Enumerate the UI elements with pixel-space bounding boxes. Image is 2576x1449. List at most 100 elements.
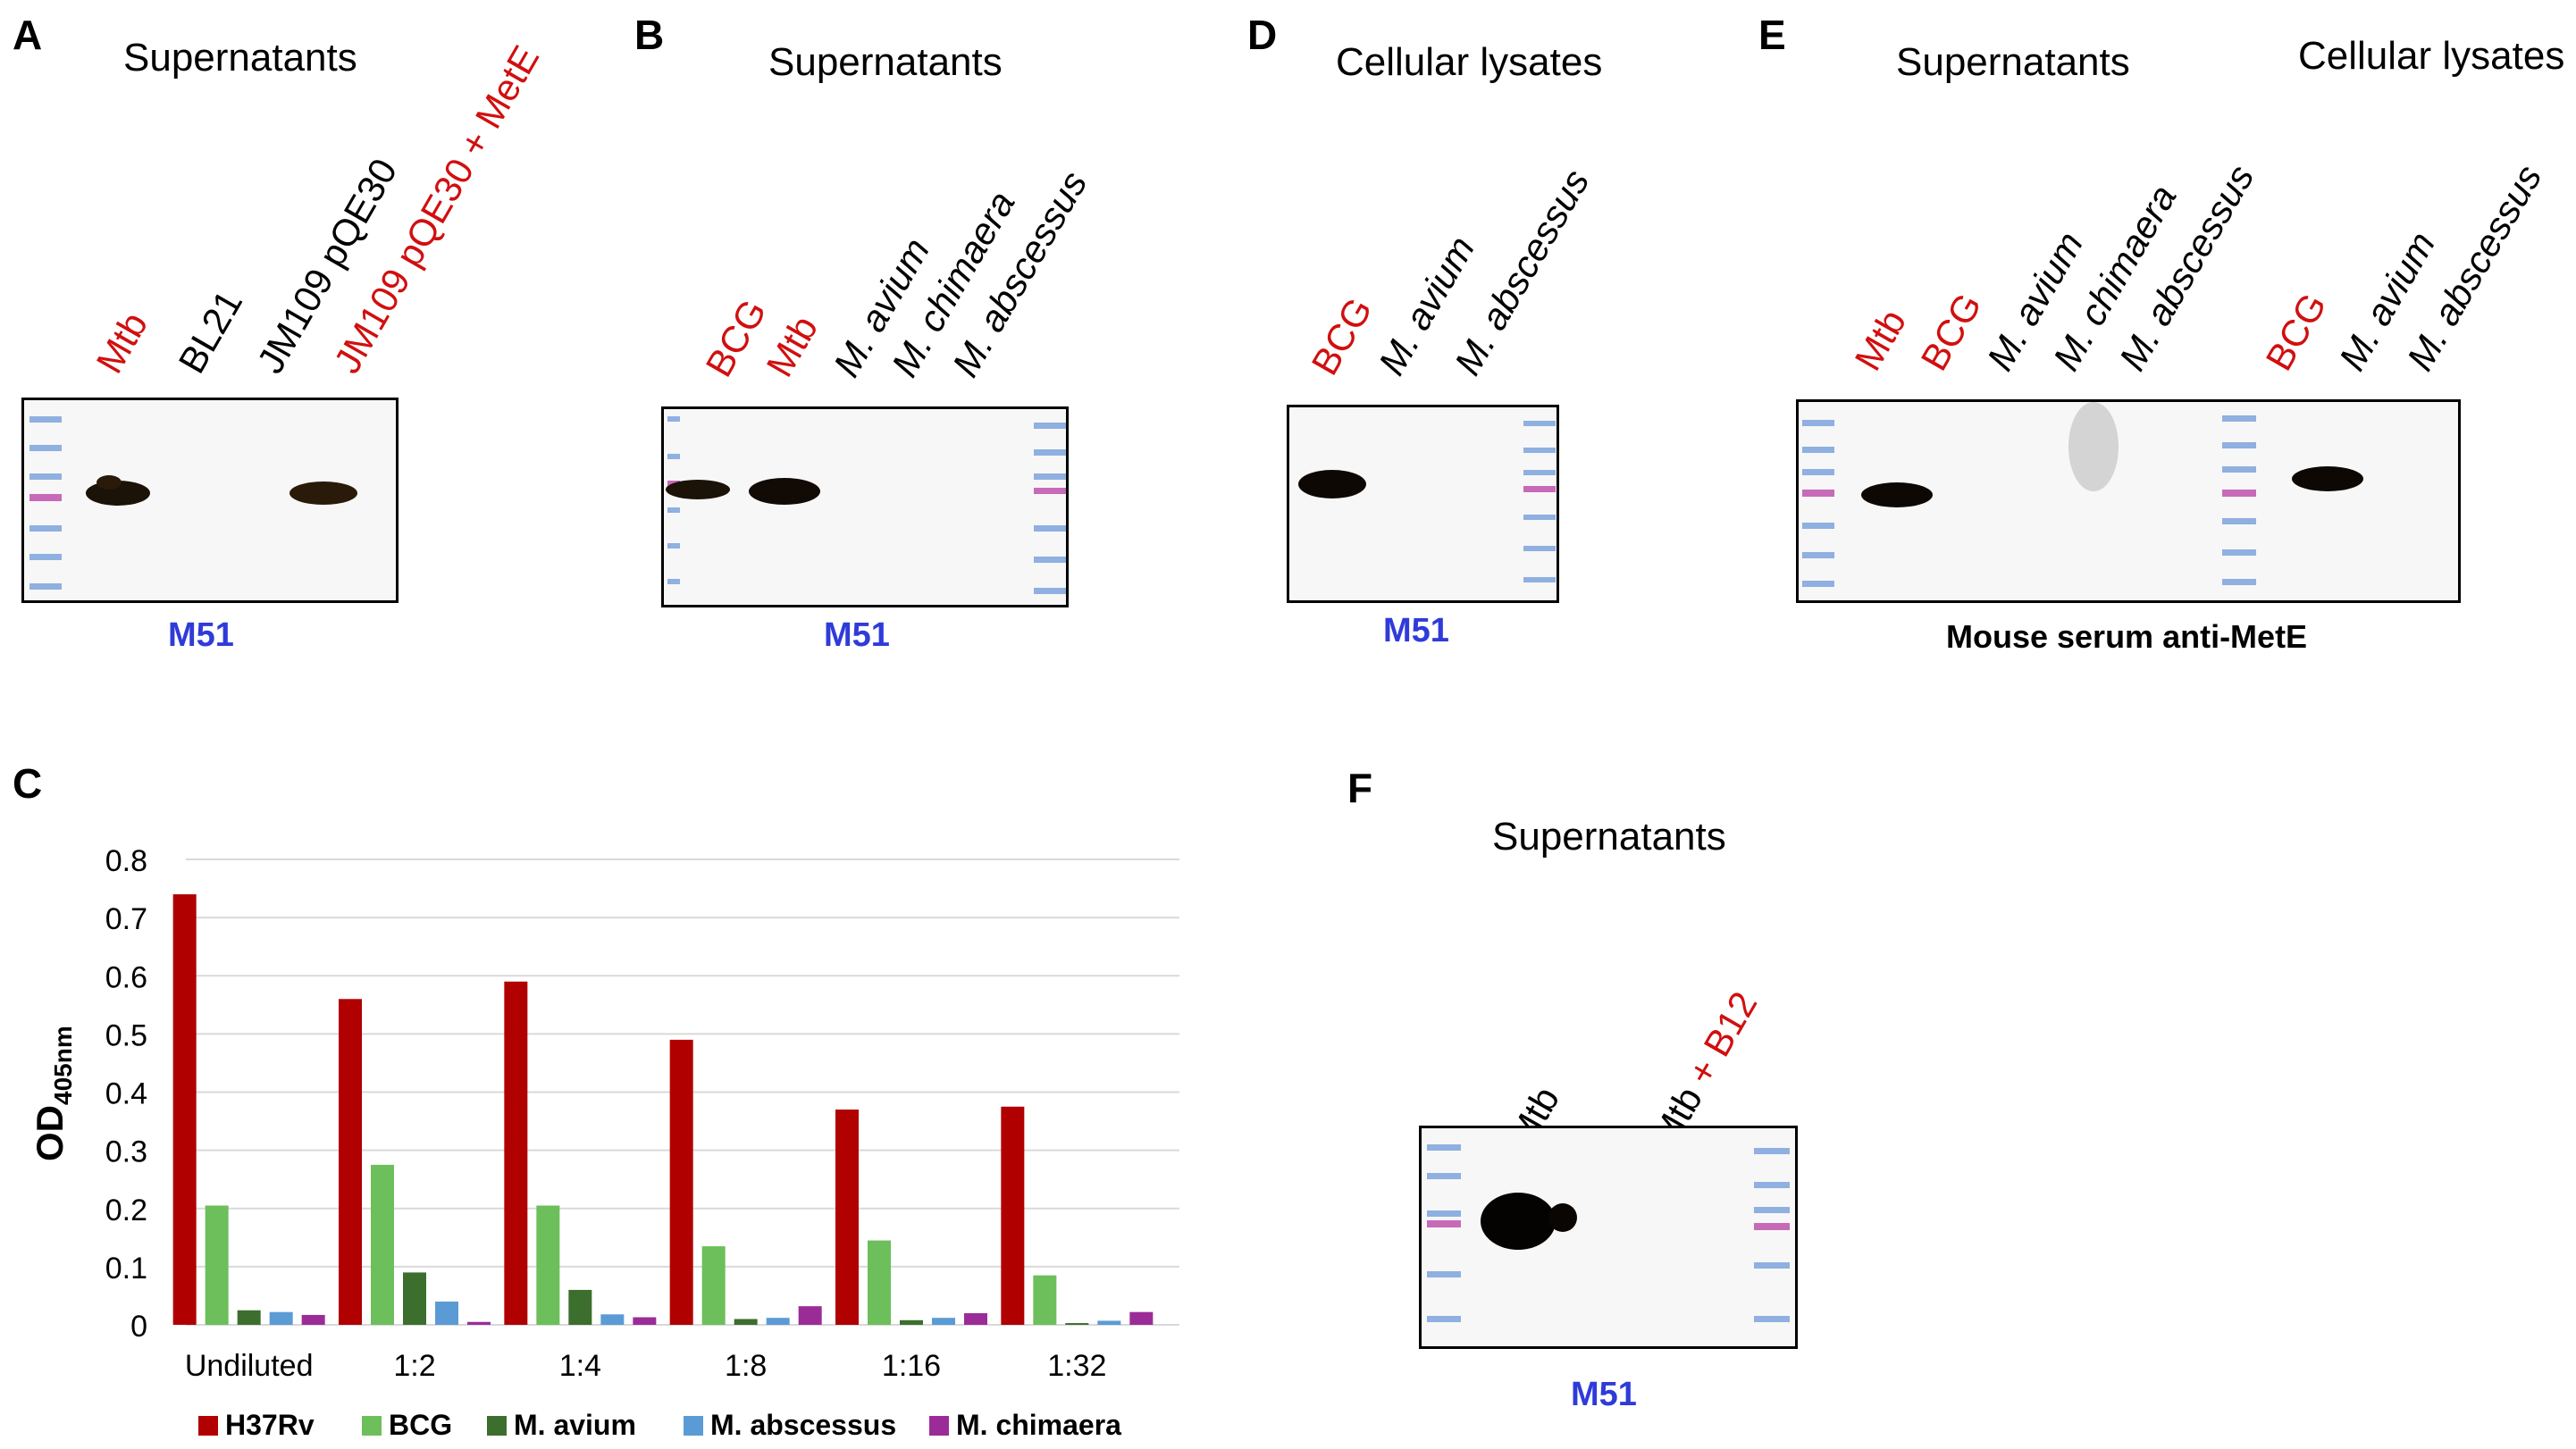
bar-m-chimaera-2 (633, 1317, 657, 1325)
band-mtb-small (1548, 1203, 1577, 1232)
bar-m-abscessus-3 (766, 1318, 790, 1325)
y-tick-label: 0.6 (105, 960, 147, 994)
lane-label-mtb: Mtb (1846, 302, 1915, 378)
od405-bar-chart: 0 0.1 0.2 0.3 0.4 0.5 0.6 0.7 0.8 OD405nm Undilute… (29, 844, 1179, 1441)
antibody-label-f: M51 (1571, 1376, 1637, 1413)
panel-label-c: C (13, 760, 43, 807)
lane-label-bcg: BCG (1303, 290, 1380, 382)
y-tick-label: 0.4 (105, 1077, 147, 1111)
band-bcg (1298, 470, 1366, 498)
western-blot-e (1796, 399, 2461, 603)
y-tick-label: 0.3 (105, 1135, 147, 1169)
legend-swatch (929, 1416, 949, 1436)
bar-m-abscessus-1 (435, 1301, 458, 1325)
y-tick-label: 0.7 (105, 902, 147, 936)
legend-entry: BCG (389, 1409, 452, 1441)
ladder-middle (2222, 415, 2256, 585)
panel-label-f: F (1347, 765, 1373, 811)
ladder-right (1523, 421, 1556, 582)
bar-m-abscessus-4 (932, 1318, 955, 1325)
bar-m-abscessus-0 (269, 1311, 293, 1325)
legend-entry: M. avium (514, 1409, 636, 1441)
western-blot-d (1287, 405, 1559, 603)
y-tick-label: 0.2 (105, 1194, 147, 1227)
y-tick-label: 0.8 (105, 844, 147, 878)
bar-m-avium-1 (403, 1272, 426, 1325)
bar-m-avium-0 (237, 1310, 261, 1325)
panel-label-a: A (13, 12, 43, 58)
x-tick-label: 1:16 (882, 1349, 941, 1383)
bar-h37rv-3 (669, 1039, 693, 1325)
band-bcg (666, 480, 730, 499)
bar-bcg-5 (1033, 1275, 1057, 1325)
bar-m-avium-4 (900, 1319, 923, 1325)
legend-entry: M. chimaera (956, 1409, 1121, 1441)
lane-label-bcg-lysate: BCG (2257, 286, 2335, 378)
bar-m-chimaera-4 (964, 1312, 987, 1325)
x-tick-label: 1:32 (1047, 1349, 1106, 1383)
x-tick-label: 1:4 (559, 1349, 601, 1383)
panel-label-e: E (1758, 12, 1786, 58)
legend-swatch (198, 1416, 218, 1436)
band-mtb (1861, 482, 1933, 507)
lane-label-b12-addition: + B12 (1674, 984, 1766, 1101)
antibody-label-d: M51 (1383, 612, 1449, 649)
ladder-left (1802, 420, 1834, 587)
bar-m-avium-5 (1065, 1323, 1089, 1325)
bar-bcg-4 (868, 1240, 891, 1325)
x-tick-label: 1:8 (725, 1349, 767, 1383)
x-tick-label: 1:2 (393, 1349, 435, 1383)
bar-bcg-2 (536, 1205, 560, 1325)
antibody-label-b: M51 (824, 616, 890, 654)
ladder-left (29, 416, 62, 590)
y-axis-label-subscript: 405nm (49, 1026, 77, 1105)
band-mtb (749, 478, 820, 505)
band-bcg-lysate (2292, 466, 2363, 491)
panel-f-title: Supernatants (1492, 815, 1726, 859)
antibody-label-e: Mouse serum anti-MetE (1946, 618, 2308, 655)
panel-e-title-cellular-lysates: Cellular lysates (2298, 34, 2565, 78)
smear-m-chimaera (2068, 402, 2119, 491)
legend-entry: M. abscessus (710, 1409, 896, 1441)
bar-m-chimaera-5 (1129, 1311, 1154, 1325)
western-blot-f (1419, 1126, 1798, 1349)
bar-h37rv-0 (172, 894, 197, 1325)
panel-b-title: Supernatants (768, 40, 1003, 84)
band-mtb-large (1481, 1193, 1556, 1250)
western-blot-b (661, 406, 1069, 607)
panel-d-title: Cellular lysates (1336, 40, 1603, 84)
bar-m-abscessus-5 (1097, 1320, 1121, 1325)
panel-a-title: Supernatants (123, 36, 357, 80)
bar-m-chimaera-1 (467, 1321, 491, 1325)
legend-entry: H37Rv (225, 1409, 315, 1441)
ladder-right (1754, 1148, 1790, 1322)
bar-m-chimaera-3 (798, 1306, 822, 1325)
bar-h37rv-4 (835, 1110, 859, 1325)
legend-swatch (362, 1416, 382, 1436)
bar-h37rv-2 (504, 981, 528, 1325)
antibody-label-a: M51 (168, 616, 234, 654)
bar-m-avium-2 (568, 1289, 592, 1325)
bar-m-abscessus-2 (600, 1314, 625, 1325)
bar-h37rv-1 (339, 999, 362, 1325)
bar-m-chimaera-0 (301, 1314, 325, 1325)
ladder-right (1034, 423, 1066, 594)
bar-bcg-0 (205, 1205, 229, 1325)
y-axis-label: OD405nm (29, 1026, 77, 1161)
western-blot-a (21, 398, 399, 603)
lane-label-bcg: BCG (1912, 286, 1990, 378)
panel-e-title-supernatants: Supernatants (1896, 40, 2130, 84)
legend-swatch (684, 1416, 703, 1436)
panel-label-b: B (634, 12, 665, 58)
y-tick-label: 0.1 (105, 1252, 147, 1286)
panel-label-d: D (1247, 12, 1278, 58)
band-jm109-mete (289, 482, 357, 505)
bar-bcg-1 (371, 1164, 394, 1325)
y-tick-label: 0 (130, 1310, 147, 1344)
y-tick-label: 0.5 (105, 1018, 147, 1052)
bar-h37rv-5 (1001, 1106, 1025, 1325)
bar-m-avium-3 (734, 1319, 758, 1325)
x-tick-label: Undiluted (185, 1349, 314, 1383)
bar-bcg-3 (701, 1246, 726, 1325)
ladder-left (1427, 1144, 1461, 1322)
